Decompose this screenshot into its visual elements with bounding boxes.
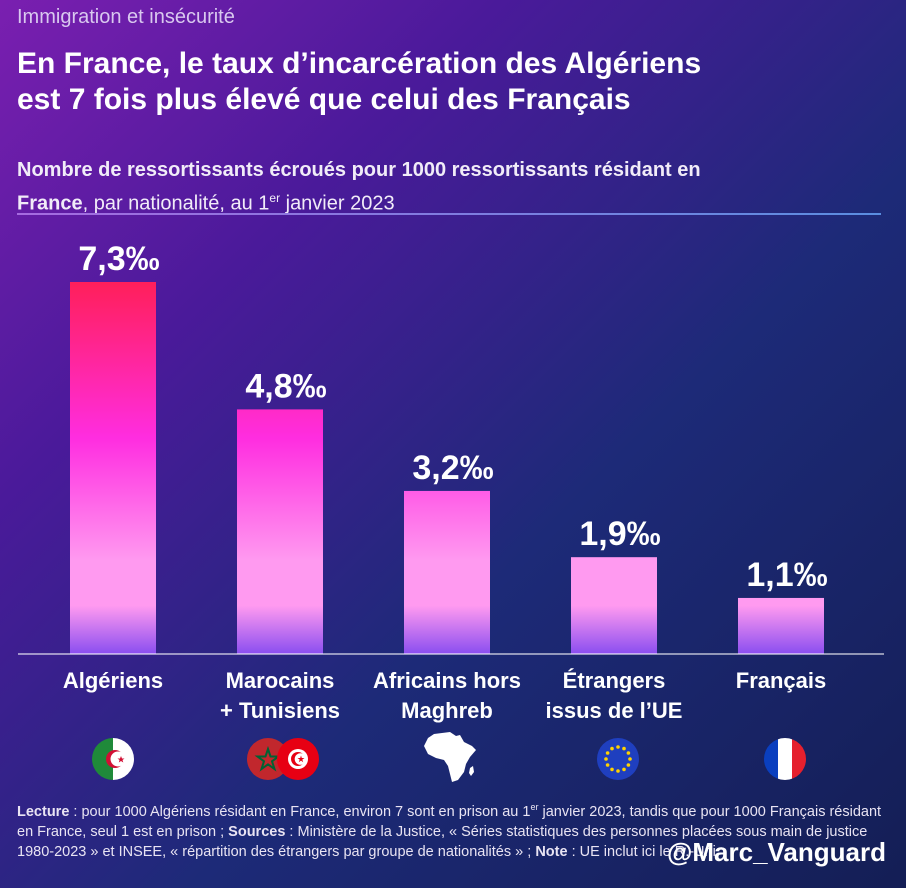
algeria-flag-icon (91, 737, 135, 781)
bar (70, 282, 156, 654)
france-flag-icon (763, 737, 807, 781)
bar (237, 409, 323, 654)
lecture-sup: er (530, 802, 539, 812)
data-label: 1,1‰ (746, 556, 827, 594)
category-label: Marocains (226, 668, 335, 693)
bar (571, 557, 657, 654)
bar (738, 597, 824, 654)
chart-subtitle: Nombre de ressortissants écroués pour 10… (17, 156, 887, 218)
lecture-text-1: : pour 1000 Algériens résidant en France… (69, 803, 531, 820)
category-label: issus de l’UE (546, 698, 683, 723)
subtitle-part-4: janvier 2023 (280, 192, 395, 215)
category-label: + Tunisiens (220, 698, 340, 723)
category-label: Français (736, 668, 827, 693)
data-label: 3,2‰ (412, 449, 493, 487)
category-label: Étrangers (563, 668, 666, 693)
data-label: 4,8‰ (245, 367, 326, 405)
bar (404, 490, 490, 654)
category-label: Maghreb (401, 698, 493, 723)
divider (17, 213, 881, 215)
subtitle-sup: er (269, 191, 281, 205)
data-label: 1,9‰ (579, 515, 660, 553)
sources-text: : Ministère de la Justice, « Séries stat… (17, 823, 868, 860)
note-label: Note (535, 843, 568, 860)
note-text: : UE inclut ici le R.-Uni (567, 843, 716, 860)
kicker: Immigration et insécurité (17, 6, 235, 28)
footnote: Lecture : pour 1000 Algériens résidant e… (17, 797, 887, 862)
lecture-label: Lecture (17, 803, 70, 820)
category-label: Africains hors (373, 668, 521, 693)
subtitle-part-1: Nombre de ressortissants écroués pour 10… (17, 159, 701, 181)
morocco-tunisia-flags-icon (246, 737, 320, 781)
title-line-1: En France, le taux d’incarcération des A… (17, 47, 702, 80)
data-label: 7,3‰ (78, 240, 159, 278)
title-line-2: est 7 fois plus élevé que celui des Fran… (17, 83, 631, 116)
subtitle-part-3: , par nationalité, au 1 (82, 192, 270, 215)
category-label: Algériens (63, 668, 163, 693)
eu-flag-icon (596, 737, 640, 781)
author-handle: @Marc_Vanguard (667, 837, 886, 867)
bar-chart: 7,3‰ Algériens 4,8‰ Marocains + Tunisiens 3,2… (18, 240, 884, 723)
sources-label: Sources (228, 823, 286, 840)
africa-map-icon (420, 730, 480, 786)
subtitle-bold-2: France (17, 192, 83, 215)
page-title: En France, le taux d’incarcération des A… (17, 46, 887, 118)
lecture-text-2: janvier 2023, tandis que pour 1000 Franç… (17, 803, 882, 840)
